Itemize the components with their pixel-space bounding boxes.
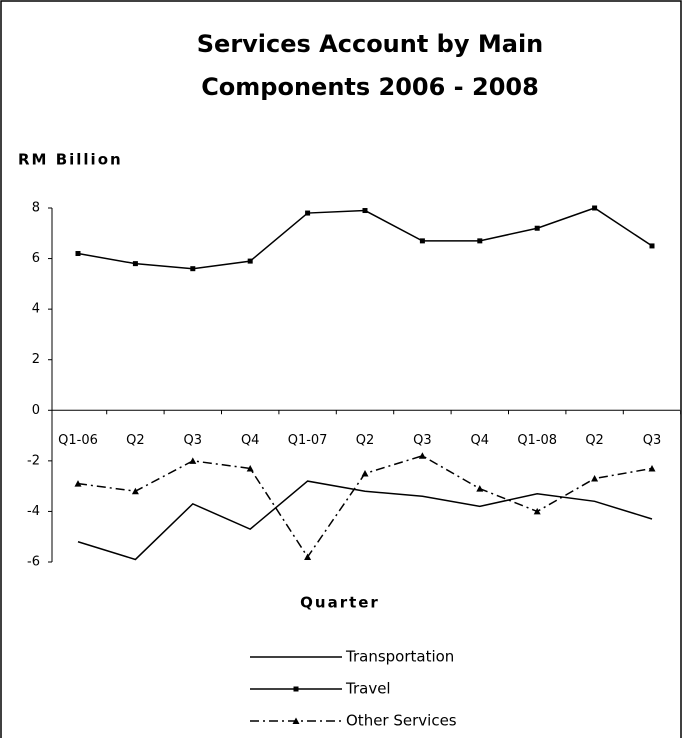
x-axis-title: Quarter bbox=[300, 594, 380, 612]
marker bbox=[132, 261, 138, 267]
marker bbox=[533, 507, 541, 515]
legend-marker bbox=[293, 686, 299, 692]
y-tick-label: 2 bbox=[32, 352, 40, 367]
marker bbox=[131, 487, 139, 495]
marker bbox=[534, 225, 540, 231]
marker bbox=[361, 470, 369, 477]
marker bbox=[189, 457, 197, 464]
y-tick-label: -4 bbox=[27, 504, 40, 519]
x-tick-label: Q4 bbox=[241, 433, 260, 448]
legend-marker bbox=[292, 717, 300, 724]
marker bbox=[247, 258, 253, 264]
x-tick-label: Q2 bbox=[126, 433, 145, 448]
marker bbox=[246, 464, 254, 472]
series-line bbox=[77, 480, 653, 561]
marker bbox=[648, 464, 656, 472]
y-tick-label: 6 bbox=[32, 251, 40, 266]
chart-title: Components 2006 - 2008 bbox=[201, 73, 539, 101]
marker bbox=[418, 452, 426, 459]
y-tick-label: 4 bbox=[32, 302, 40, 317]
series-line bbox=[77, 207, 653, 270]
y-axis-title: RM Billion bbox=[18, 151, 123, 169]
marker bbox=[649, 243, 655, 249]
x-tick-label: Q3 bbox=[184, 433, 203, 448]
marker bbox=[362, 208, 368, 214]
marker bbox=[75, 251, 81, 257]
x-tick-label: Q2 bbox=[585, 433, 604, 448]
y-tick-label: 0 bbox=[32, 403, 40, 418]
legend-label: Travel bbox=[345, 680, 391, 698]
legend-label: Other Services bbox=[346, 712, 457, 730]
x-tick-label: Q3 bbox=[413, 433, 432, 448]
legend-label: Transportation bbox=[345, 648, 454, 666]
marker bbox=[304, 553, 312, 560]
x-tick-label: Q1-08 bbox=[517, 433, 557, 448]
marker bbox=[190, 266, 196, 272]
x-tick-label: Q1-07 bbox=[288, 433, 328, 448]
marker bbox=[476, 485, 484, 492]
marker bbox=[592, 205, 598, 211]
y-tick-label: -6 bbox=[27, 555, 40, 570]
y-tick-label: 8 bbox=[32, 201, 40, 216]
marker bbox=[591, 475, 599, 482]
x-tick-label: Q2 bbox=[356, 433, 375, 448]
x-tick-label: Q3 bbox=[643, 433, 662, 448]
chart-title: Services Account by Main bbox=[197, 30, 544, 58]
marker bbox=[305, 210, 311, 216]
y-tick-label: -2 bbox=[27, 453, 40, 468]
marker bbox=[419, 238, 425, 244]
x-tick-label: Q4 bbox=[471, 433, 490, 448]
marker bbox=[477, 238, 483, 244]
x-tick-label: Q1-06 bbox=[58, 433, 98, 448]
marker bbox=[74, 480, 82, 487]
